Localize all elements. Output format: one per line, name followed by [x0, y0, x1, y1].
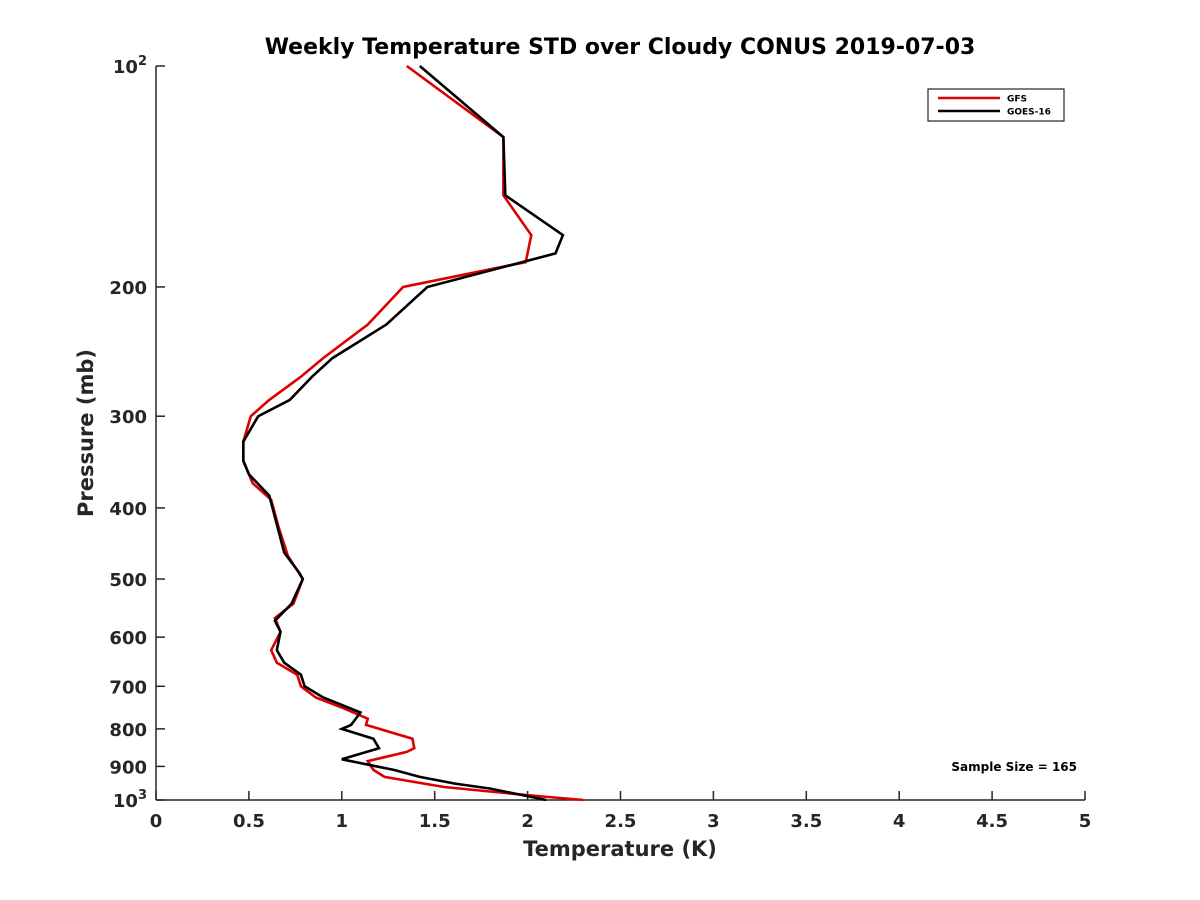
x-tick-label: 3 — [707, 811, 720, 832]
y-tick-label: 900 — [109, 757, 147, 778]
axes: 0 0.5 1 1.5 2 2.5 3 3.5 4 4.5 5 102 200 300 400 500 600 7… — [109, 54, 1091, 832]
series-line-gfs — [242, 64, 584, 802]
y-tick-label: 500 — [109, 570, 147, 591]
x-tick-label: 1.5 — [419, 811, 451, 832]
x-tick-label: 0.5 — [233, 811, 265, 832]
y-tick-label: 700 — [109, 677, 147, 698]
x-tick-label: 5 — [1079, 811, 1092, 832]
y-tick-label: 300 — [109, 407, 147, 428]
series-line-goes-16 — [242, 65, 565, 802]
x-axis-label: Temperature (K) — [523, 837, 717, 861]
y-tick-label: 400 — [109, 499, 147, 520]
legend: GFS GOES-16 — [927, 88, 1065, 122]
y-axis-label: Pressure (mb) — [74, 349, 98, 517]
y-tick-label: 102 — [113, 54, 147, 78]
y-tick-label: 800 — [109, 720, 147, 741]
x-tick-label: 0 — [150, 811, 163, 832]
x-tick-label: 1 — [336, 811, 349, 832]
x-tick-label: 4.5 — [976, 811, 1008, 832]
chart-title: Weekly Temperature STD over Cloudy CONUS… — [265, 35, 976, 60]
series-layer — [242, 64, 584, 802]
y-tick-label: 103 — [113, 788, 147, 812]
x-tick-label: 4 — [893, 811, 906, 832]
legend-box — [927, 88, 1065, 122]
y-tick-label: 200 — [109, 278, 147, 299]
sample-size-annotation: Sample Size = 165 — [951, 760, 1077, 774]
legend-label: GOES-16 — [1007, 108, 1051, 118]
y-tick-label: 600 — [109, 628, 147, 649]
x-tick-label: 3.5 — [790, 811, 822, 832]
legend-label: GFS — [1007, 95, 1027, 105]
x-tick-label: 2 — [521, 811, 534, 832]
x-tick-label: 2.5 — [605, 811, 637, 832]
